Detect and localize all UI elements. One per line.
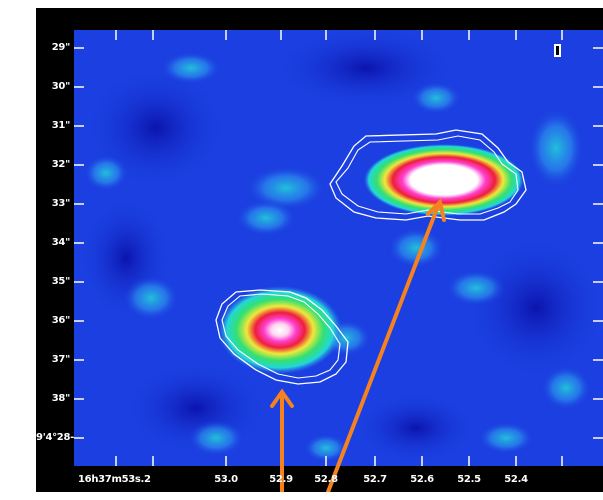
x-tick-label: 52.5 (457, 474, 481, 485)
y-tick-label: 33" (51, 198, 71, 209)
bottom-margin (0, 492, 603, 500)
y-tick-label: 30" (51, 81, 71, 92)
y-tick-label: 29" (51, 42, 71, 53)
intensity-map (74, 28, 603, 492)
y-tick-label: 36" (51, 315, 71, 326)
y-tick-label: -4°28'39" (30, 432, 74, 443)
y-tick-label: 35" (51, 276, 71, 287)
noise-blobs (84, 52, 591, 462)
x-tick-label: 53.0 (214, 474, 238, 485)
contour-inner-b (221, 293, 341, 379)
y-tick-label: 38" (51, 393, 71, 404)
image-frame: 29" 30" 31" 32" 33" 34" 35" 36" 37" 38" … (30, 8, 603, 492)
x-tick-label: 52.6 (410, 474, 434, 485)
contour-outer-b (215, 289, 349, 385)
y-tick-label: 31" (51, 120, 71, 131)
x-tick-label: 16h37m53s.2 (78, 474, 151, 485)
axis-ticks (74, 30, 603, 466)
x-tick-label: 52.4 (504, 474, 528, 485)
source-upper-right (329, 129, 527, 221)
x-tick-label: 52.8 (314, 474, 338, 485)
contour-outer-a (329, 129, 527, 221)
x-tick-label: 52.7 (363, 474, 387, 485)
y-tick-label: 34" (51, 237, 71, 248)
left-margin (0, 0, 36, 500)
arrow-to-upper-source (326, 204, 440, 492)
contour-inner-a (335, 135, 519, 215)
source-lower-left (215, 286, 349, 385)
arrows (270, 198, 446, 492)
y-tick-label: 37" (51, 354, 71, 365)
x-tick-label: 52.9 (269, 474, 293, 485)
y-tick-label: 32" (51, 159, 71, 170)
